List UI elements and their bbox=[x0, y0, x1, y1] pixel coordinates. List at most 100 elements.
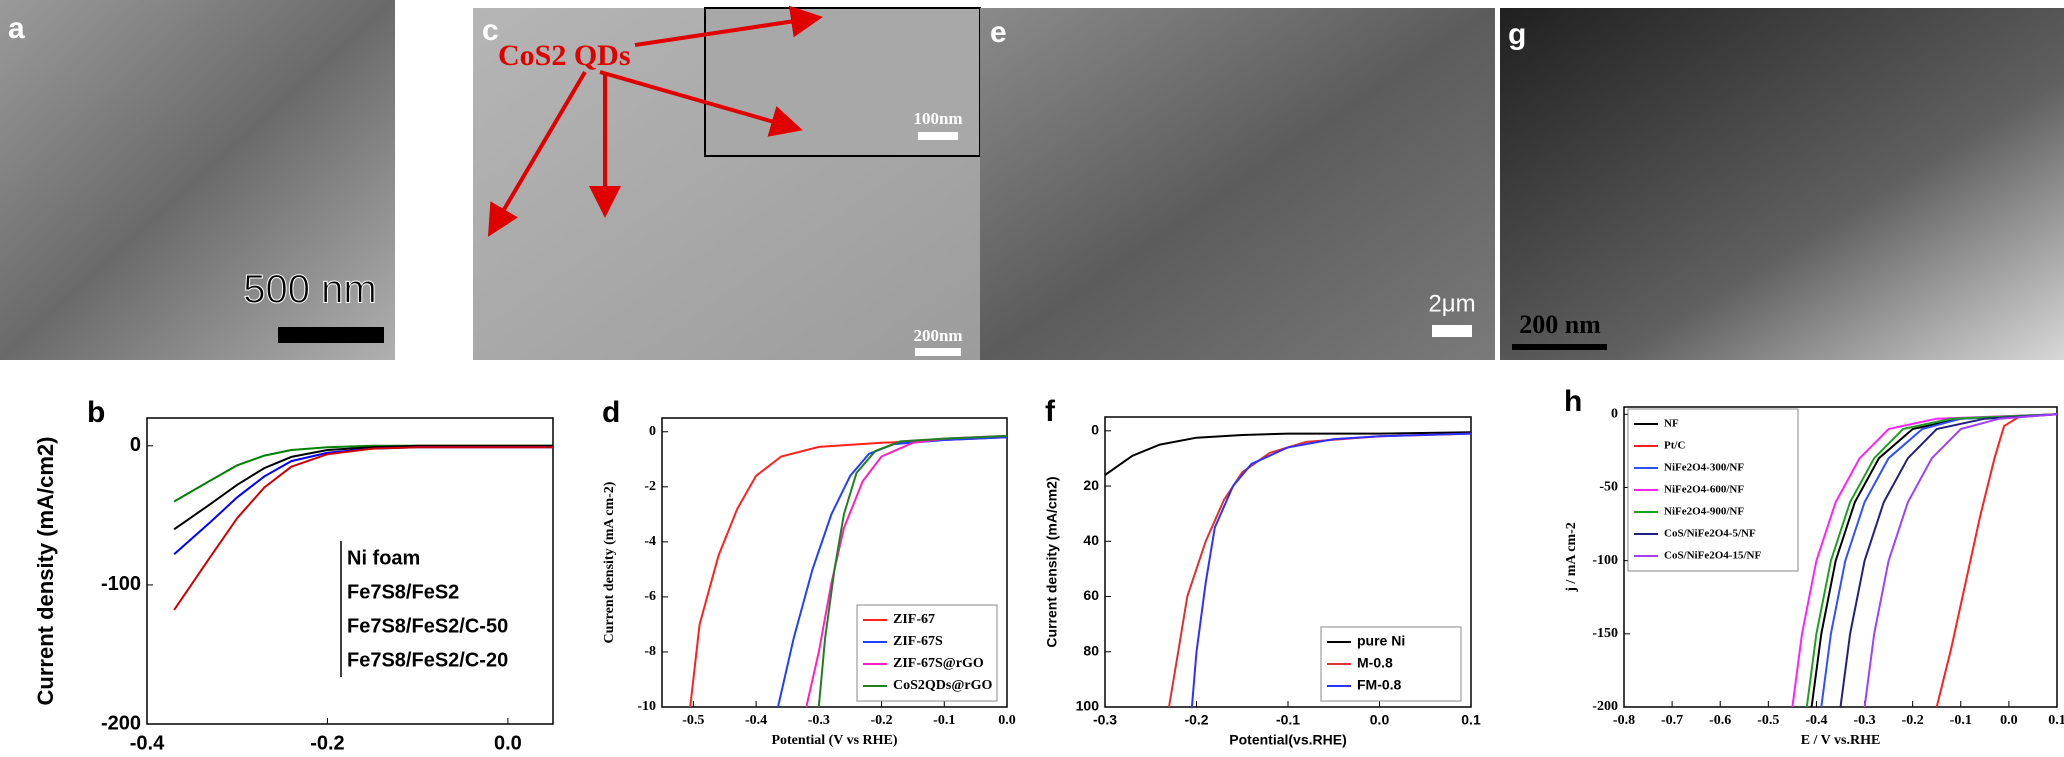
scale-bar-label: 200nm bbox=[913, 326, 962, 345]
y-tick-label: -10 bbox=[637, 699, 656, 714]
x-tick-label: -0.5 bbox=[1757, 713, 1779, 728]
y-axis-label: Current density (mA cm-2) bbox=[602, 481, 617, 643]
scale-bar bbox=[918, 132, 958, 140]
y-tick-label: -8 bbox=[644, 644, 656, 659]
x-tick-label: 0.1 bbox=[1461, 712, 1481, 728]
data-line bbox=[1839, 413, 2058, 708]
x-axis-label: E / V vs.RHE bbox=[1801, 733, 1881, 748]
x-tick-label: -0.1 bbox=[1950, 713, 1972, 728]
x-tick-label: 0.0 bbox=[2000, 713, 2018, 728]
x-tick-label: -0.2 bbox=[1184, 712, 1208, 728]
data-line bbox=[173, 444, 553, 503]
legend-label: FM-0.8 bbox=[1357, 677, 1402, 693]
image-a: a 500 nm bbox=[0, 0, 395, 360]
y-tick-label: -200 bbox=[1592, 699, 1618, 714]
x-tick-label: -0.1 bbox=[933, 713, 955, 728]
x-tick-label: -0.3 bbox=[808, 713, 830, 728]
x-tick-label: -0.2 bbox=[310, 732, 344, 754]
y-tick-label: 20 bbox=[1083, 477, 1099, 493]
legend-label: Fe7S8/FeS2/C-20 bbox=[347, 649, 508, 671]
scale-bar bbox=[278, 327, 384, 343]
x-tick-label: 0.1 bbox=[2048, 713, 2064, 728]
plot-frame bbox=[146, 417, 554, 725]
panel-label: d bbox=[602, 396, 620, 429]
inset-scale-bar-label: 100nm bbox=[913, 109, 962, 128]
x-axis-label: Potential(vs.RHE) bbox=[1229, 731, 1346, 747]
x-tick-label: -0.1 bbox=[1276, 712, 1300, 728]
scale-bar-label: 2μm bbox=[1428, 290, 1475, 317]
x-tick-label: -0.3 bbox=[1093, 712, 1117, 728]
y-tick-label: 0 bbox=[130, 434, 141, 456]
scale-bar bbox=[1432, 325, 1472, 337]
legend-label: Ni foam bbox=[347, 547, 420, 569]
legend-label: Pt/C bbox=[1664, 440, 1685, 452]
y-tick-label: 0 bbox=[649, 424, 656, 439]
scale-bar bbox=[1512, 344, 1607, 350]
data-line bbox=[1791, 413, 2058, 708]
y-tick-label: 40 bbox=[1083, 532, 1099, 548]
legend-label: CoS/NiFe2O4-5/NF bbox=[1664, 528, 1756, 540]
micrograph bbox=[1500, 8, 2064, 360]
x-tick-label: -0.5 bbox=[682, 713, 704, 728]
x-tick-label: -0.2 bbox=[1902, 713, 1924, 728]
y-axis-label: Current density (mA/cm2) bbox=[1044, 476, 1060, 647]
legend-label: NiFe2O4-300/NF bbox=[1664, 462, 1744, 474]
y-axis-label: j / mA cm-2 bbox=[1564, 522, 1579, 593]
chart: -0.4 -0.2 0.0 0 -100 -200 b Current density (mA… bbox=[33, 396, 554, 754]
legend-label: M-0.8 bbox=[1357, 655, 1393, 671]
legend-label: Fe7S8/FeS2/C-50 bbox=[347, 615, 508, 637]
legend-label: NF bbox=[1664, 418, 1679, 430]
panel-label: c bbox=[482, 14, 499, 47]
y-tick-label: -6 bbox=[644, 589, 656, 604]
legend-label: pure Ni bbox=[1357, 633, 1405, 649]
chart: -0.3 -0.2 -0.1 0.0 0.1 0 20 40 60 80 100 f Potential… bbox=[1044, 395, 1481, 747]
x-tick-label: -0.4 bbox=[745, 713, 767, 728]
y-tick-label: -100 bbox=[101, 573, 141, 595]
x-axis-label: Potential (V vs RHE) bbox=[771, 733, 897, 748]
y-tick-label: -100 bbox=[1592, 553, 1618, 568]
x-tick-label: 0.0 bbox=[1370, 712, 1390, 728]
legend-label: ZIF-67 bbox=[893, 612, 935, 627]
x-tick-label: -0.7 bbox=[1661, 713, 1683, 728]
image-g: g 200 nm bbox=[1500, 8, 2064, 360]
y-tick-label: -4 bbox=[644, 534, 656, 549]
x-tick-label: -0.4 bbox=[1805, 713, 1827, 728]
data-line bbox=[173, 444, 553, 531]
panel-label: b bbox=[87, 396, 105, 429]
y-tick-label: -150 bbox=[1592, 626, 1618, 641]
x-tick-label: -0.6 bbox=[1709, 713, 1731, 728]
data-line bbox=[1935, 413, 2058, 708]
y-tick-label: -2 bbox=[644, 479, 656, 494]
x-tick-label: -0.2 bbox=[870, 713, 892, 728]
scale-bar-label: 200 nm bbox=[1519, 310, 1601, 339]
data-line bbox=[1820, 413, 2058, 708]
y-tick-label: 0 bbox=[1091, 422, 1099, 438]
data-line bbox=[1810, 413, 2058, 708]
data-line bbox=[817, 434, 1008, 708]
annotation: CoS2 QDs bbox=[498, 39, 631, 72]
scale-bar bbox=[915, 348, 961, 356]
x-tick-label: -0.8 bbox=[1613, 713, 1635, 728]
panel-label: h bbox=[1564, 385, 1582, 418]
y-tick-label: -50 bbox=[1599, 480, 1618, 495]
y-tick-label: 100 bbox=[1076, 698, 1100, 714]
panel-label: e bbox=[990, 16, 1007, 49]
x-tick-label: 0.0 bbox=[494, 732, 522, 754]
legend-label: NiFe2O4-600/NF bbox=[1664, 484, 1744, 496]
data-line bbox=[1863, 413, 2058, 708]
chart: -0.8 -0.7 -0.6 -0.5 -0.4 -0.3 -0.2 -0.1 0.0 0.1 0 -… bbox=[1564, 385, 2064, 748]
legend-label: NiFe2O4-900/NF bbox=[1664, 506, 1744, 518]
image-e: e 2μm bbox=[980, 8, 1495, 360]
x-tick-label: -0.4 bbox=[130, 732, 165, 754]
x-tick-label: -0.3 bbox=[1853, 713, 1875, 728]
legend-label: ZIF-67S@rGO bbox=[893, 656, 984, 671]
y-axis-label: Current density (mA/cm2) bbox=[33, 437, 58, 706]
y-tick-label: 0 bbox=[1611, 407, 1618, 422]
panel-label: a bbox=[8, 12, 25, 45]
panel-label: g bbox=[1508, 18, 1526, 51]
image-c: c CoS2 QDs 100nm 200nm bbox=[473, 5, 981, 360]
inset bbox=[704, 7, 981, 157]
micrograph bbox=[0, 0, 395, 360]
data-line bbox=[173, 446, 553, 556]
